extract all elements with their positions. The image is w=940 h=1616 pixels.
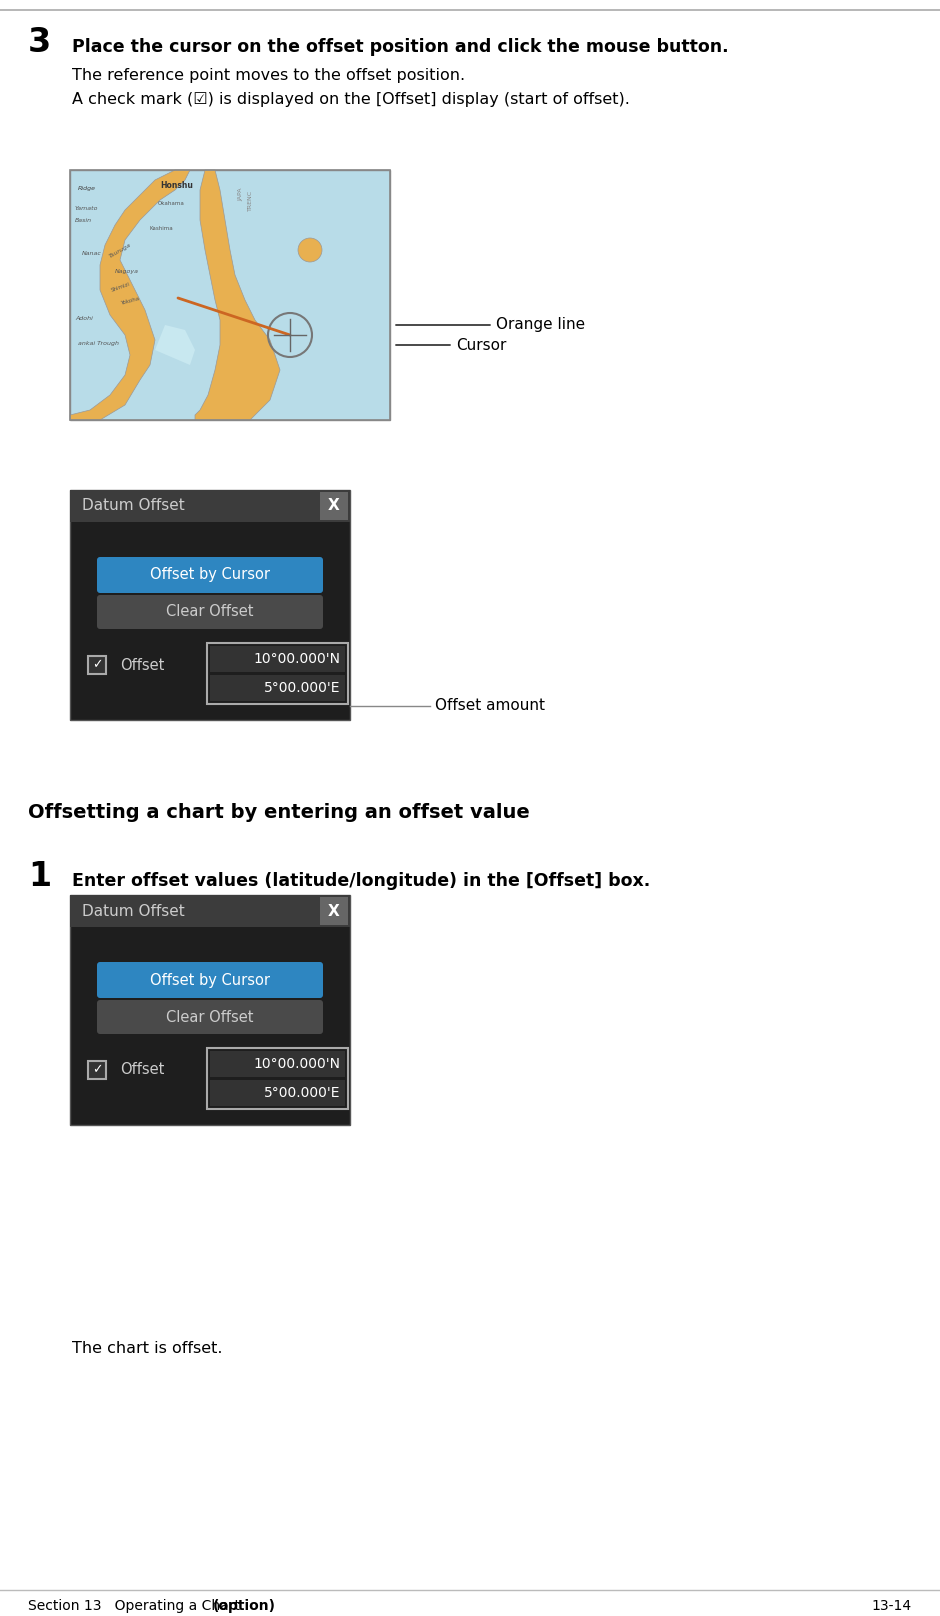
- Text: 13-14: 13-14: [872, 1598, 912, 1613]
- Text: TRENC: TRENC: [248, 189, 253, 212]
- Text: X: X: [328, 903, 340, 918]
- Text: Adohi: Adohi: [75, 317, 93, 322]
- Bar: [70, 170, 390, 420]
- Bar: [70, 895, 350, 1125]
- Text: Nanac: Nanac: [82, 250, 102, 255]
- Text: Honshu: Honshu: [160, 181, 193, 191]
- Text: Basin: Basin: [75, 218, 92, 223]
- Polygon shape: [155, 325, 195, 365]
- Text: Ridge: Ridge: [78, 186, 96, 191]
- Polygon shape: [195, 170, 280, 420]
- Text: Clear Offset: Clear Offset: [166, 604, 254, 619]
- Text: Tsuruga: Tsuruga: [108, 242, 132, 259]
- Bar: [320, 897, 348, 924]
- Text: Enter offset values (latitude/longitude) in the [Offset] box.: Enter offset values (latitude/longitude)…: [72, 873, 650, 890]
- Bar: [210, 675, 345, 701]
- Bar: [210, 1050, 345, 1076]
- Text: Section 13   Operating a Chart: Section 13 Operating a Chart: [28, 1598, 244, 1613]
- Text: Datum Offset: Datum Offset: [82, 498, 185, 514]
- Text: ankai Trough: ankai Trough: [78, 341, 119, 346]
- Text: Kashima: Kashima: [150, 226, 174, 231]
- FancyBboxPatch shape: [97, 1000, 323, 1034]
- Text: Place the cursor on the offset position and click the mouse button.: Place the cursor on the offset position …: [72, 39, 728, 57]
- Bar: [70, 490, 350, 522]
- Text: A check mark (☑) is displayed on the [Offset] display (start of offset).: A check mark (☑) is displayed on the [Of…: [72, 92, 630, 107]
- Text: ✓: ✓: [92, 658, 102, 672]
- Bar: [210, 1079, 345, 1105]
- Text: 5°00.000'E: 5°00.000'E: [263, 680, 340, 695]
- Text: Offset amount: Offset amount: [435, 698, 545, 714]
- Text: (option): (option): [213, 1598, 276, 1613]
- Text: Shimizi: Shimizi: [110, 281, 131, 292]
- Text: Offset by Cursor: Offset by Cursor: [150, 567, 270, 582]
- Bar: [88, 656, 106, 674]
- Text: Offset by Cursor: Offset by Cursor: [150, 973, 270, 987]
- Text: The reference point moves to the offset position.: The reference point moves to the offset …: [72, 68, 465, 82]
- Text: Okahama: Okahama: [158, 200, 185, 205]
- Text: Datum Offset: Datum Offset: [82, 903, 185, 918]
- Text: Clear Offset: Clear Offset: [166, 1010, 254, 1025]
- Text: Offsetting a chart by entering an offset value: Offsetting a chart by entering an offset…: [28, 803, 530, 823]
- FancyBboxPatch shape: [97, 962, 323, 999]
- FancyBboxPatch shape: [97, 595, 323, 629]
- Text: Nagoya: Nagoya: [115, 268, 139, 275]
- Text: The chart is offset.: The chart is offset.: [72, 1341, 223, 1356]
- Bar: [207, 643, 348, 705]
- Text: Offset: Offset: [120, 1062, 164, 1078]
- Text: Cursor: Cursor: [456, 338, 507, 352]
- Text: Yamato: Yamato: [75, 205, 99, 212]
- Bar: [207, 1049, 348, 1109]
- FancyBboxPatch shape: [97, 558, 323, 593]
- Text: 3: 3: [28, 26, 52, 60]
- Text: JAPA: JAPA: [238, 187, 243, 200]
- Circle shape: [298, 238, 322, 262]
- Bar: [70, 895, 350, 928]
- Text: ✓: ✓: [92, 1063, 102, 1076]
- Bar: [70, 490, 350, 721]
- Bar: [88, 1062, 106, 1079]
- Bar: [70, 170, 390, 420]
- Bar: [210, 646, 345, 672]
- Bar: [320, 491, 348, 520]
- Text: Offset: Offset: [120, 658, 164, 672]
- Text: 5°00.000'E: 5°00.000'E: [263, 1086, 340, 1100]
- Text: 1: 1: [28, 860, 51, 894]
- Text: Yokoha: Yokoha: [120, 296, 140, 305]
- Text: 10°00.000'N: 10°00.000'N: [253, 1057, 340, 1071]
- Polygon shape: [70, 170, 190, 420]
- Text: 10°00.000'N: 10°00.000'N: [253, 651, 340, 666]
- Text: Orange line: Orange line: [496, 317, 585, 333]
- Text: X: X: [328, 498, 340, 514]
